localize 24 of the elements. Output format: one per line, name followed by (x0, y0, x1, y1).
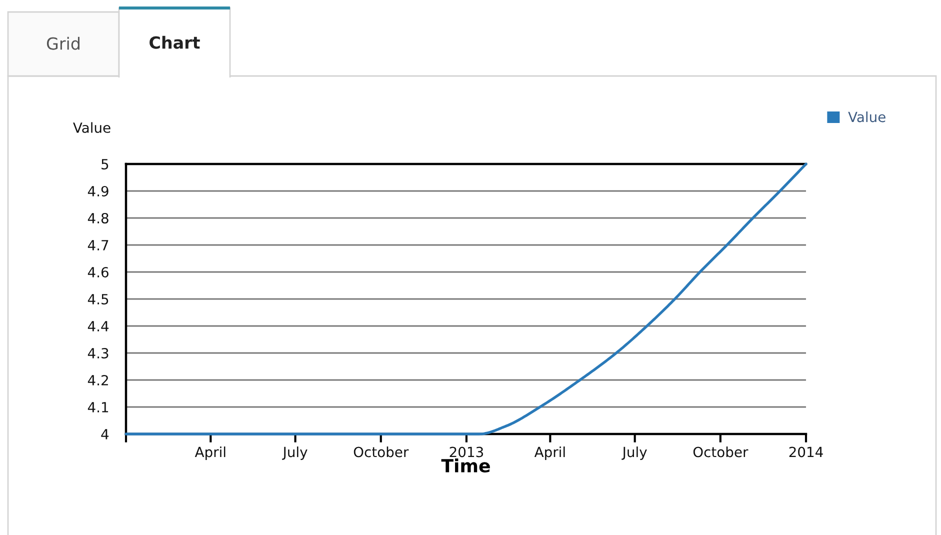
x-tick-label: April (534, 446, 565, 460)
y-tick-label: 4.7 (88, 240, 108, 250)
y-axis-title: Value (73, 122, 110, 133)
x-tick-label: October (693, 446, 748, 458)
x-tick-label: 2014 (789, 446, 823, 458)
x-axis-title: Time (441, 458, 490, 473)
x-tick-label: October (354, 446, 409, 458)
y-tick-label: 4.2 (88, 374, 108, 386)
x-tick-label: July (622, 446, 647, 460)
x-tick-label: July (282, 446, 308, 460)
y-tick-label: 4.1 (88, 402, 108, 412)
y-tick-label: 4.8 (88, 212, 108, 224)
y-tick-label: 4 (101, 429, 109, 440)
legend-label: Value (848, 111, 886, 122)
x-tick-label: April (194, 446, 226, 460)
y-tick-label: 4.9 (88, 186, 108, 196)
y-tick-label: 4.5 (88, 294, 108, 304)
text: Grid (46, 36, 80, 50)
x-tick-label: 2013 (450, 446, 484, 458)
y-tick-label: 4.6 (88, 266, 108, 278)
text: Chart (150, 36, 200, 49)
y-tick-label: 5 (102, 159, 108, 170)
y-tick-label: 4.3 (88, 348, 108, 358)
y-tick-label: 4.4 (88, 321, 109, 332)
